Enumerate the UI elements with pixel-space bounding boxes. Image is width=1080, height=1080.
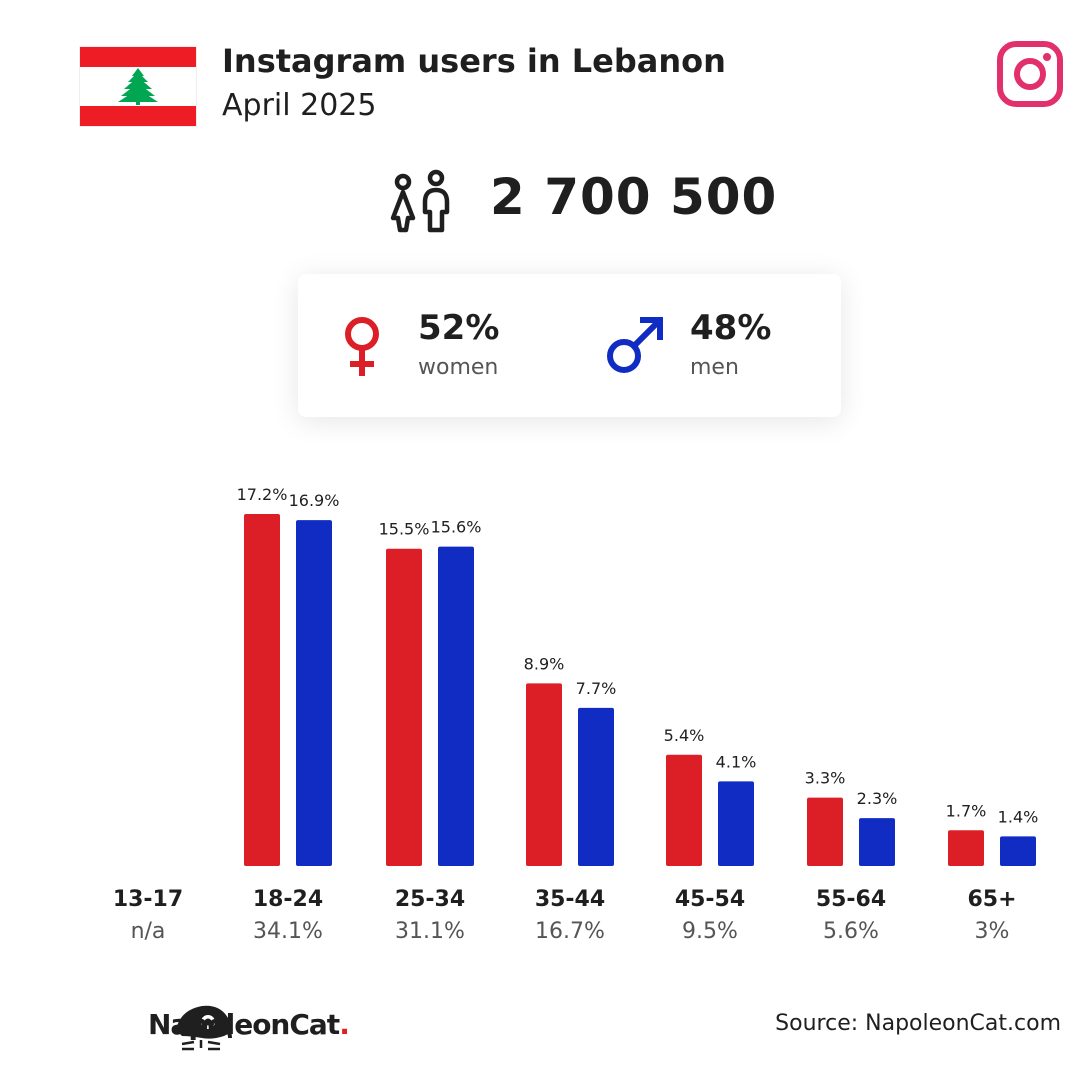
source-note: Source: NapoleonCat.com bbox=[775, 1011, 1061, 1036]
bar-value-label: 1.4% bbox=[998, 807, 1039, 826]
age-group-total: 31.1% bbox=[395, 919, 465, 944]
bar-value-label: 3.3% bbox=[805, 769, 846, 788]
bar-value-label: 8.9% bbox=[524, 654, 565, 673]
age-group-total: n/a bbox=[131, 919, 166, 944]
brand-dot: . bbox=[339, 1008, 350, 1041]
bar-value-label: 16.9% bbox=[289, 491, 340, 510]
age-group-label: 18-24 bbox=[253, 887, 323, 912]
bar-men-65+ bbox=[1000, 836, 1036, 866]
bar-value-label: 1.7% bbox=[946, 801, 987, 820]
age-group-total: 16.7% bbox=[535, 919, 605, 944]
bar-women-45-54 bbox=[666, 754, 702, 866]
female-symbol-icon bbox=[345, 317, 379, 376]
bar-value-label: 7.7% bbox=[576, 679, 617, 698]
bar-value-label: 15.5% bbox=[379, 520, 430, 539]
page-subtitle: April 2025 bbox=[222, 88, 377, 123]
bar-men-45-54 bbox=[718, 781, 754, 866]
age-group-total: 9.5% bbox=[682, 919, 738, 944]
brand-name: NapoleonCat. bbox=[148, 1008, 350, 1041]
bar-women-25-34 bbox=[386, 548, 422, 866]
bar-women-35-44 bbox=[526, 683, 562, 866]
bar-men-25-34 bbox=[438, 546, 474, 866]
brand-name-text: NapoleonCat bbox=[148, 1008, 340, 1041]
page-title: Instagram users in Lebanon bbox=[222, 42, 726, 80]
age-group-label: 65+ bbox=[967, 887, 1016, 912]
age-group-label: 35-44 bbox=[535, 887, 605, 912]
total-users: 2 700 500 bbox=[490, 168, 778, 226]
bar-women-65+ bbox=[948, 830, 984, 866]
age-group-total: 5.6% bbox=[823, 919, 879, 944]
bar-value-label: 17.2% bbox=[237, 485, 288, 504]
age-group-total: 3% bbox=[975, 919, 1010, 944]
men-percent: 48% bbox=[690, 308, 772, 348]
bar-men-35-44 bbox=[578, 707, 614, 866]
bar-men-55-64 bbox=[859, 818, 895, 866]
age-group-total: 34.1% bbox=[253, 919, 323, 944]
men-label: men bbox=[690, 355, 739, 380]
users-icon bbox=[390, 169, 450, 233]
lebanon-flag bbox=[80, 47, 196, 126]
age-group-label: 45-54 bbox=[675, 887, 745, 912]
bar-value-label: 2.3% bbox=[857, 789, 898, 808]
age-group-label: 13-17 bbox=[113, 887, 183, 912]
cedar-icon bbox=[118, 68, 158, 105]
women-percent: 52% bbox=[418, 308, 500, 348]
bar-men-18-24 bbox=[296, 520, 332, 866]
bar-value-label: 15.6% bbox=[431, 518, 482, 537]
age-distribution-chart: 13-17 n/a 17.2% 16.9% 18-24 34.1% 15.5% 15.6% 25… bbox=[113, 485, 1039, 944]
bar-women-18-24 bbox=[244, 514, 280, 866]
male-symbol-icon bbox=[607, 317, 663, 373]
age-group-label: 25-34 bbox=[395, 887, 465, 912]
napoleoncat-logo-icon bbox=[176, 1005, 233, 1051]
women-label: women bbox=[418, 355, 499, 380]
gender-split-card: 52% women 48% men bbox=[298, 274, 841, 417]
bar-value-label: 4.1% bbox=[716, 752, 757, 771]
bar-women-55-64 bbox=[807, 797, 843, 866]
age-group-label: 55-64 bbox=[816, 887, 886, 912]
instagram-icon bbox=[997, 41, 1063, 107]
bar-value-label: 5.4% bbox=[664, 726, 705, 745]
